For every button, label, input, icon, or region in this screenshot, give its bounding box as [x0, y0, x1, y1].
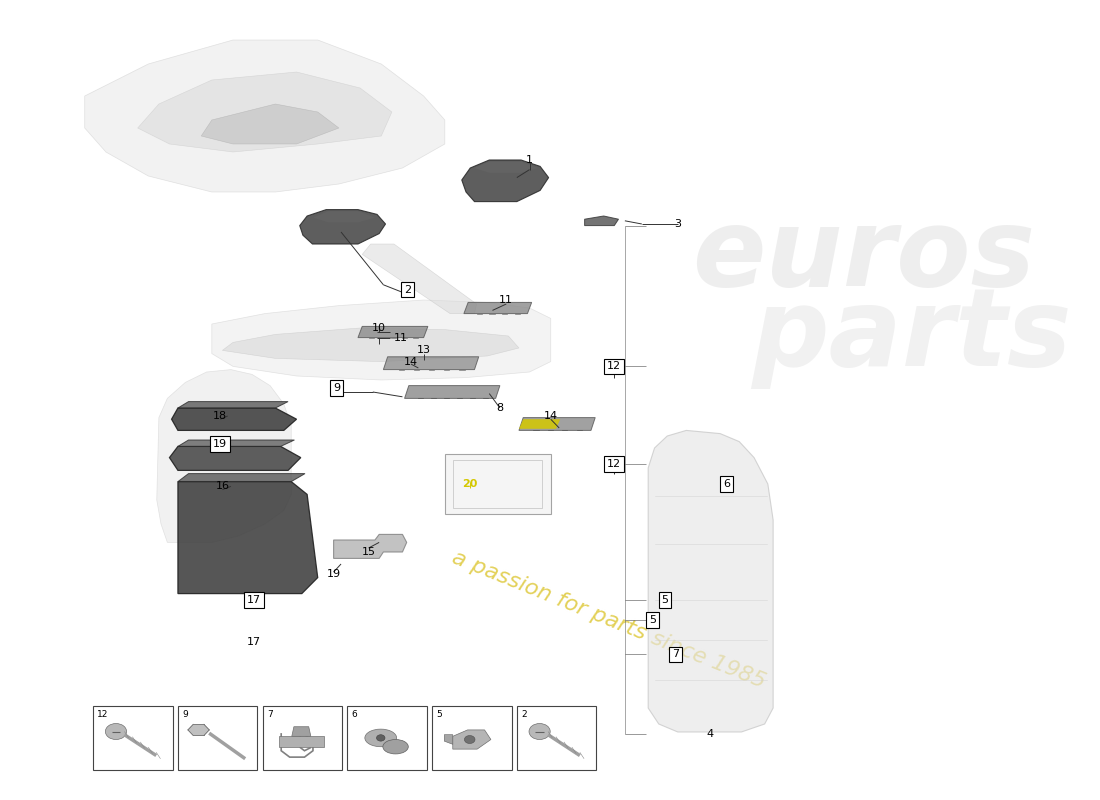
Text: 14: 14: [404, 357, 418, 366]
Bar: [178, 706, 257, 770]
Bar: [263, 706, 342, 770]
Text: 8: 8: [496, 403, 504, 413]
Polygon shape: [156, 370, 292, 542]
Polygon shape: [405, 386, 499, 398]
Text: 2: 2: [404, 285, 411, 294]
Polygon shape: [584, 216, 618, 226]
Text: 2: 2: [521, 710, 527, 719]
Text: 9: 9: [333, 383, 340, 393]
Polygon shape: [299, 210, 385, 244]
Text: 5: 5: [437, 710, 442, 719]
Bar: [453, 460, 542, 508]
Polygon shape: [519, 419, 560, 429]
Polygon shape: [85, 40, 444, 192]
Polygon shape: [474, 162, 538, 173]
Text: 19: 19: [327, 570, 341, 579]
Text: 18: 18: [213, 411, 228, 421]
Ellipse shape: [365, 729, 397, 746]
Polygon shape: [178, 474, 305, 482]
Bar: [348, 706, 427, 770]
Text: 7: 7: [267, 710, 273, 719]
Polygon shape: [279, 736, 323, 746]
Bar: [517, 706, 596, 770]
Text: 1: 1: [526, 155, 534, 165]
Text: 12: 12: [98, 710, 109, 719]
Text: a passion for parts since 1985: a passion for parts since 1985: [449, 548, 769, 692]
Circle shape: [376, 734, 385, 741]
Text: 15: 15: [362, 547, 375, 557]
Polygon shape: [222, 328, 519, 362]
Polygon shape: [314, 211, 375, 222]
Text: 13: 13: [417, 346, 430, 355]
Text: 11: 11: [394, 333, 407, 342]
Text: 6: 6: [352, 710, 358, 719]
Text: 20: 20: [463, 479, 477, 489]
Polygon shape: [362, 244, 476, 314]
Text: 3: 3: [674, 219, 681, 229]
Polygon shape: [188, 724, 209, 735]
Polygon shape: [358, 326, 428, 338]
Polygon shape: [453, 730, 491, 749]
Bar: [444, 454, 551, 514]
Polygon shape: [333, 534, 407, 558]
Text: euros: euros: [692, 203, 1035, 309]
Text: 12: 12: [607, 362, 621, 371]
Polygon shape: [444, 734, 453, 744]
Polygon shape: [519, 418, 595, 430]
Text: 11: 11: [499, 295, 514, 305]
Polygon shape: [138, 72, 392, 152]
Text: 12: 12: [607, 459, 621, 469]
Polygon shape: [169, 446, 300, 470]
Text: 17: 17: [248, 595, 261, 605]
Circle shape: [106, 723, 127, 739]
Circle shape: [464, 735, 475, 743]
Polygon shape: [464, 302, 531, 314]
Text: 7: 7: [672, 650, 680, 659]
Text: 17: 17: [248, 637, 261, 646]
Polygon shape: [462, 160, 549, 202]
Polygon shape: [178, 402, 288, 408]
Text: 9: 9: [183, 710, 188, 719]
Polygon shape: [212, 300, 551, 380]
Polygon shape: [178, 482, 318, 594]
Polygon shape: [384, 357, 478, 370]
Text: 14: 14: [543, 411, 558, 421]
Bar: [432, 706, 512, 770]
Polygon shape: [178, 440, 295, 446]
Polygon shape: [292, 726, 311, 736]
Text: 10: 10: [372, 323, 386, 333]
Circle shape: [529, 723, 550, 739]
Text: 6: 6: [723, 479, 730, 489]
Text: 16: 16: [216, 482, 230, 491]
Polygon shape: [172, 408, 297, 430]
Text: parts: parts: [750, 283, 1071, 389]
Ellipse shape: [383, 739, 408, 754]
Polygon shape: [201, 104, 339, 144]
Polygon shape: [648, 430, 773, 732]
Text: 5: 5: [661, 595, 669, 605]
Text: 19: 19: [213, 439, 228, 449]
Text: 4: 4: [706, 730, 713, 739]
Text: 5: 5: [649, 615, 656, 625]
Bar: [94, 706, 173, 770]
